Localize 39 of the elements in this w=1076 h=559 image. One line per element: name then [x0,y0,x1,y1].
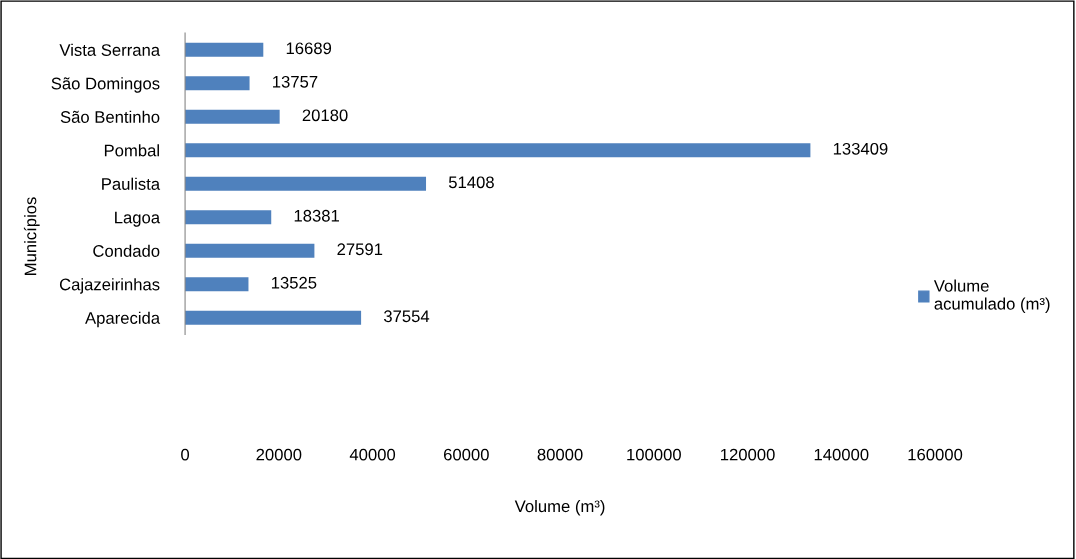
data-label: 37554 [383,310,430,323]
x-tick-label: 0 [181,448,190,461]
legend-label: Volume acumulado (m³) [933,279,1050,314]
y-tick-label: Paulista [102,177,161,190]
bar [185,310,362,325]
y-axis-title: Municípios [23,197,40,275]
y-tick-label: Pombal [104,144,159,157]
data-label: 27591 [337,243,383,256]
x-tick-label: 20000 [256,448,302,461]
y-tick-label: Cajazeirinhas [59,278,160,294]
bar [185,109,280,124]
bar [185,42,264,57]
x-axis-title: Volume (m³) [514,499,605,516]
y-tick-label: São Domingos [51,77,160,93]
y-tick-label: Vista Serrana [59,43,161,56]
x-tick-label: 80000 [537,448,583,461]
data-label: 20180 [302,109,348,122]
x-tick-label: 120000 [721,448,775,461]
x-tick-label: 140000 [814,448,869,461]
data-label: 13757 [273,75,318,88]
x-tick-label: 100000 [627,448,681,461]
y-tick-label: Condado [93,244,160,257]
data-label: 13525 [271,276,317,289]
bar [185,176,427,191]
x-tick-label: 40000 [349,448,396,461]
y-tick-label: Lagoa [115,211,161,227]
bar [185,243,315,258]
bar [185,277,249,292]
bar [185,143,811,158]
data-label: 133409 [833,142,888,155]
x-tick-label: 60000 [443,448,489,461]
data-label: 51408 [448,176,494,189]
y-tick-label: Aparecida [85,311,161,328]
y-tick-label: São Bentinho [60,110,160,123]
bar [185,76,250,91]
data-label: 18381 [294,209,339,222]
data-label: 16689 [286,42,332,55]
bar [185,210,272,225]
x-tick-label: 160000 [908,448,963,461]
